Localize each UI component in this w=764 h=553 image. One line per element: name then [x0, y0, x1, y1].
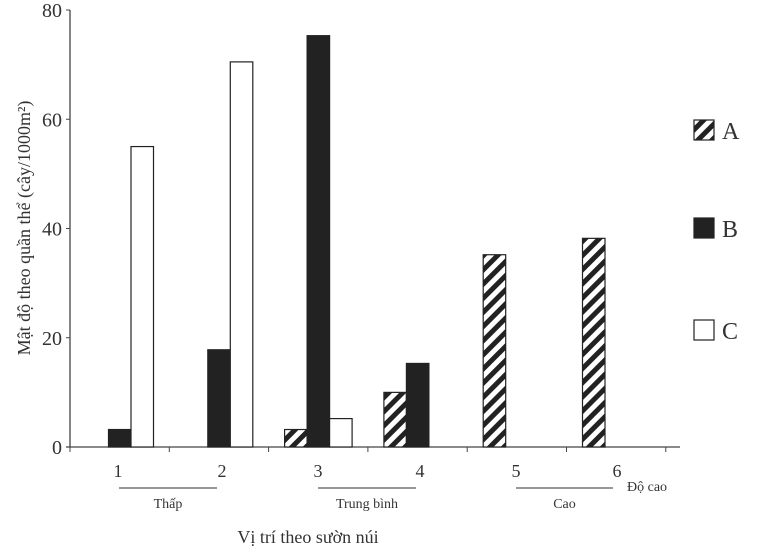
x-tick-label: 2	[218, 461, 227, 481]
x-tick-label: 3	[314, 461, 323, 481]
bar-A-6	[581, 237, 606, 448]
bar-B-4	[405, 362, 430, 448]
y-axis-label: Mật độ theo quần thể (cây/1000m²)	[14, 101, 35, 356]
bar-B-3	[306, 35, 331, 448]
x-tick-label: 6	[613, 461, 622, 481]
legend-swatch-A	[693, 119, 715, 141]
legend-label: C	[722, 319, 738, 345]
legend-swatch-B	[693, 217, 715, 239]
legend-label: A	[722, 119, 740, 145]
bar-C-2	[229, 61, 254, 448]
bar-A-4	[383, 391, 407, 448]
legend-label: B	[722, 217, 738, 243]
bar-B-1	[107, 428, 132, 448]
group-label: Cao	[553, 497, 576, 512]
y-tick-label: 80	[42, 0, 62, 22]
y-tick-label: 0	[52, 437, 62, 459]
y-tick-label: 20	[42, 328, 62, 350]
y-tick-label: 60	[42, 109, 62, 131]
bar-A-3	[284, 428, 308, 448]
bar-B-2	[207, 349, 231, 448]
bar-C-1	[130, 145, 155, 448]
x-axis-label: Vị trí theo sườn núi	[237, 527, 378, 547]
bar-A-5	[482, 254, 507, 448]
x-tick-label: 4	[416, 461, 425, 481]
group-label: Trung bình	[336, 497, 398, 512]
x-tick-label: 5	[512, 461, 521, 481]
legend-swatch-C	[693, 319, 715, 341]
group-label: Thấp	[154, 497, 183, 512]
y-tick-label: 40	[42, 219, 62, 241]
x-tick-label: 1	[114, 461, 123, 481]
x-end-label: Độ cao	[627, 480, 667, 495]
bar-C-3	[329, 417, 353, 448]
